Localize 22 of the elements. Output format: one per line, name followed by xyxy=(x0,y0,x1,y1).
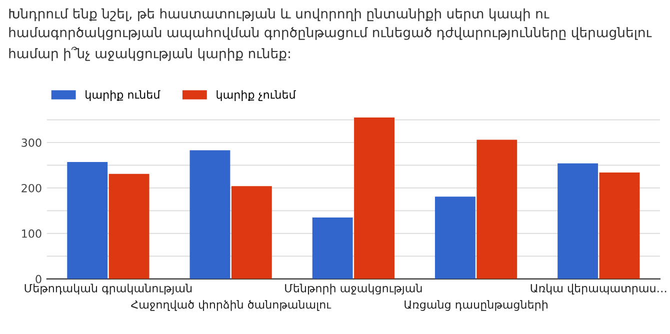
y-tick-label: 300 xyxy=(22,138,42,147)
bar xyxy=(558,163,598,279)
bar xyxy=(434,196,476,279)
y-tick-label: 200 xyxy=(22,184,42,192)
chart-title: Խնդրում ենք նշել, թե հաստատության և սովորողի ընտանիքի սերտ կապի ու համագործակցության ապահովման գործընթացում ունեցած դժվարությունները վերացնելու համար ի՞նչ աջակցության կարիք ունեք: xyxy=(9,8,652,61)
x-tick-label: Մեթոդական գրականության xyxy=(24,284,192,295)
legend-label: կարիք ունեմ xyxy=(86,90,160,101)
legend-label: կարիք չունեմ xyxy=(216,90,296,101)
x-tick-label: Առկա վերապատրաս… xyxy=(530,284,666,295)
bar xyxy=(354,118,394,279)
bar xyxy=(67,162,108,279)
bar xyxy=(190,150,230,279)
y-tick-label: 100 xyxy=(22,229,42,238)
bar xyxy=(476,140,518,279)
bar xyxy=(231,186,272,279)
x-tick-label: Առցանց դասընթացների xyxy=(404,300,548,311)
y-tick-label: 0 xyxy=(36,274,42,284)
x-tick-label: Հաջողված փորձին ծանոթանալու xyxy=(131,300,332,311)
bar xyxy=(599,172,640,279)
bar xyxy=(108,174,150,279)
bar xyxy=(312,218,353,279)
x-tick-label: Մենթորի աջակցության xyxy=(285,284,422,295)
